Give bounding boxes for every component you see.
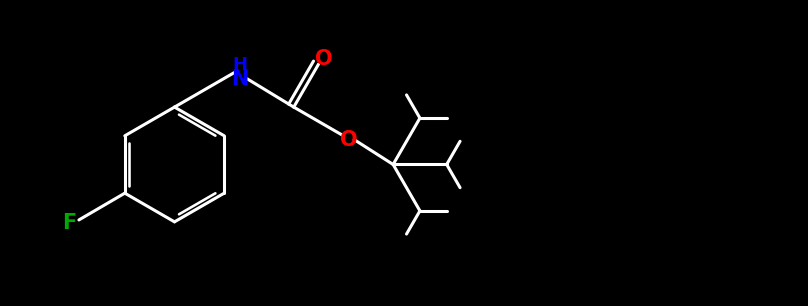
Text: O: O: [340, 130, 358, 150]
Text: H: H: [233, 56, 248, 74]
Text: F: F: [62, 213, 77, 233]
Text: O: O: [315, 49, 333, 69]
Text: N: N: [232, 69, 249, 89]
